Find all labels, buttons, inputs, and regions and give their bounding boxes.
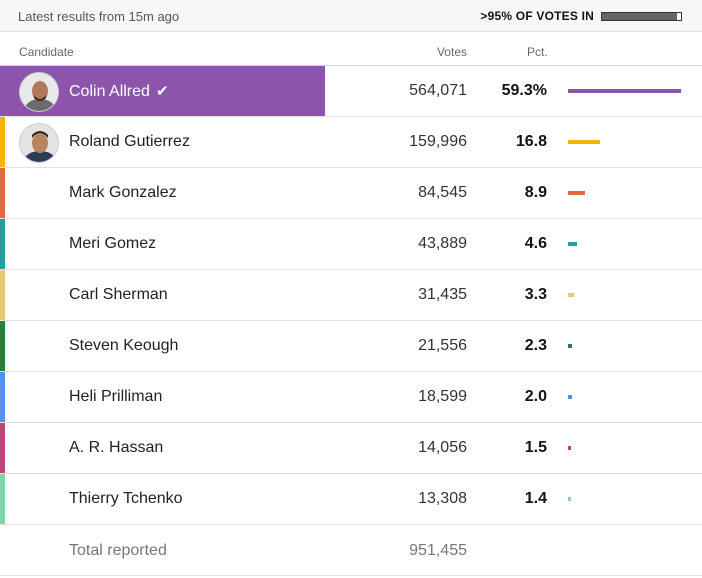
candidate-name-text: Carl Sherman [69, 286, 168, 303]
status-bar: Latest results from 15m ago >95% OF VOTE… [0, 0, 702, 32]
candidate-votes: 14,056 [418, 439, 467, 456]
candidate-name-cell: Mark Gonzalez [0, 168, 325, 218]
candidate-votes: 159,996 [409, 133, 467, 150]
candidate-votes: 31,435 [418, 286, 467, 303]
candidate-votes: 18,599 [418, 388, 467, 405]
candidate-pct: 2.3 [524, 337, 547, 354]
candidate-name: Mark Gonzalez [69, 184, 177, 202]
candidate-votes: 43,889 [418, 235, 467, 252]
candidate-name-text: Colin Allred [69, 83, 150, 100]
candidate-color-stripe [0, 474, 5, 524]
candidate-pct-bar [568, 140, 600, 144]
candidate-row: Thierry Tchenko 13,308 1.4 [0, 474, 702, 525]
candidate-row: Roland Gutierrez 159,996 16.8 [0, 117, 702, 168]
column-header-pct: Pct. [527, 45, 548, 59]
column-header-votes: Votes [436, 45, 467, 59]
candidate-name-text: Roland Gutierrez [69, 133, 190, 150]
candidate-pct-bar [568, 293, 574, 297]
reporting-meter-fill [602, 13, 678, 20]
candidate-name: Thierry Tchenko [69, 490, 183, 508]
candidate-color-stripe [0, 270, 5, 320]
candidate-pct-bar [568, 242, 577, 246]
candidate-row: A. R. Hassan 14,056 1.5 [0, 423, 702, 474]
candidate-name-cell: Colin Allred ✔ [0, 66, 325, 116]
candidate-pct-bar [568, 446, 571, 450]
candidate-pct: 16.8 [515, 133, 547, 150]
candidate-name-cell: Thierry Tchenko [0, 474, 325, 524]
candidate-name: Meri Gomez [69, 235, 156, 253]
candidate-pct-bar [568, 89, 681, 93]
candidate-pct-bar [568, 191, 585, 195]
candidate-pct: 4.6 [524, 235, 547, 252]
candidate-pct: 59.3% [501, 82, 547, 99]
candidate-name-cell: A. R. Hassan [0, 423, 325, 473]
candidate-name: Carl Sherman [69, 286, 168, 304]
candidate-votes: 13,308 [418, 490, 467, 507]
candidate-color-stripe [0, 219, 5, 269]
candidate-votes: 564,071 [409, 82, 467, 99]
candidate-name: Steven Keough [69, 337, 178, 355]
candidate-pct-bar [568, 497, 571, 501]
candidate-color-stripe [0, 168, 5, 218]
candidate-row: Meri Gomez 43,889 4.6 [0, 219, 702, 270]
candidate-name-text: Mark Gonzalez [69, 184, 177, 201]
reporting-meter [601, 12, 682, 21]
candidate-name: Colin Allred ✔ [69, 82, 169, 101]
candidate-row: Colin Allred ✔ 564,071 59.3% [0, 66, 702, 117]
candidate-name-text: Meri Gomez [69, 235, 157, 252]
candidate-name: A. R. Hassan [69, 439, 163, 457]
candidate-name-cell: Carl Sherman [0, 270, 325, 320]
candidate-name-cell: Heli Prilliman [0, 372, 325, 422]
candidate-name-text: A. R. Hassan [69, 439, 164, 456]
total-label: Total reported [69, 542, 167, 559]
candidate-color-stripe [0, 423, 5, 473]
candidate-row: Carl Sherman 31,435 3.3 [0, 270, 702, 321]
candidate-name: Heli Prilliman [69, 388, 162, 406]
candidate-pct: 3.3 [524, 286, 547, 303]
candidate-name-cell: Steven Keough [0, 321, 325, 371]
candidate-name-cell: Meri Gomez [0, 219, 325, 269]
candidate-color-stripe [0, 321, 5, 371]
candidate-color-stripe [0, 372, 5, 422]
table-header: Candidate Votes Pct. [0, 32, 702, 66]
candidate-name: Roland Gutierrez [69, 133, 190, 151]
candidate-name-text: Thierry Tchenko [69, 490, 183, 507]
candidate-name-cell: Roland Gutierrez [0, 117, 325, 167]
candidate-row: Heli Prilliman 18,599 2.0 [0, 372, 702, 423]
last-updated-text: Latest results from 15m ago [18, 9, 180, 24]
candidate-pct-bar [568, 344, 572, 348]
candidate-pct-bar [568, 395, 572, 399]
column-header-candidate: Candidate [19, 45, 74, 59]
results-table: Colin Allred ✔ 564,071 59.3% Roland Gutierre… [0, 66, 702, 525]
candidate-votes: 21,556 [418, 337, 467, 354]
candidate-row: Steven Keough 21,556 2.3 [0, 321, 702, 372]
candidate-pct: 1.4 [524, 490, 547, 507]
candidate-pct: 8.9 [524, 184, 547, 201]
candidate-votes: 84,545 [418, 184, 467, 201]
candidate-name-text: Heli Prilliman [69, 388, 163, 405]
candidate-name-text: Steven Keough [69, 337, 179, 354]
candidate-photo [19, 72, 59, 112]
candidate-pct: 1.5 [524, 439, 547, 456]
candidate-photo [19, 123, 59, 163]
total-votes: 951,455 [409, 542, 467, 559]
winner-check-icon: ✔ [155, 83, 169, 100]
votes-in-label: >95% OF VOTES IN [480, 9, 594, 23]
candidate-row: Mark Gonzalez 84,545 8.9 [0, 168, 702, 219]
candidate-pct: 2.0 [524, 388, 547, 405]
candidate-color-stripe [0, 117, 5, 167]
total-row: Total reported 951,455 [0, 525, 702, 576]
